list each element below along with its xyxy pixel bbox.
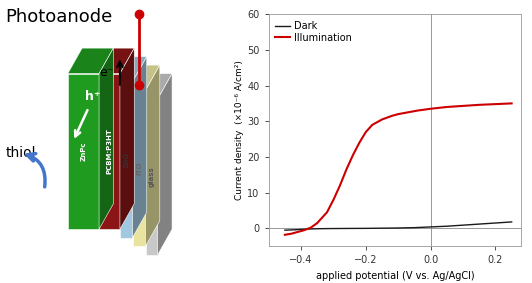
Polygon shape bbox=[99, 74, 120, 229]
Illumination bbox=[337, 184, 343, 187]
Text: ZnO: ZnO bbox=[123, 152, 129, 168]
Polygon shape bbox=[68, 74, 99, 229]
Dark bbox=[427, 225, 434, 229]
Dark bbox=[476, 222, 483, 226]
Dark bbox=[492, 221, 498, 225]
Polygon shape bbox=[120, 57, 147, 82]
Dark bbox=[330, 227, 337, 230]
Illumination bbox=[307, 226, 314, 229]
Text: glass: glass bbox=[149, 166, 155, 187]
Illumination bbox=[388, 114, 395, 118]
Dark bbox=[298, 228, 304, 231]
Text: thiol: thiol bbox=[5, 146, 36, 160]
Dark bbox=[509, 220, 515, 224]
Polygon shape bbox=[99, 48, 134, 74]
Illumination bbox=[324, 211, 330, 214]
Illumination bbox=[379, 118, 385, 121]
Illumination bbox=[444, 105, 450, 109]
Polygon shape bbox=[146, 99, 157, 255]
Illumination bbox=[314, 221, 320, 225]
Dark bbox=[346, 227, 353, 230]
Illumination bbox=[509, 102, 515, 105]
Polygon shape bbox=[120, 82, 132, 238]
Y-axis label: Current density  (×10⁻⁶ A/cm²): Current density (×10⁻⁶ A/cm²) bbox=[236, 60, 245, 200]
Dark bbox=[292, 228, 298, 231]
Polygon shape bbox=[132, 57, 147, 238]
X-axis label: applied potential (V vs. Ag/AgCl): applied potential (V vs. Ag/AgCl) bbox=[315, 271, 475, 281]
Polygon shape bbox=[145, 65, 160, 246]
Dark bbox=[363, 227, 369, 230]
Dark bbox=[379, 226, 385, 230]
Dark bbox=[444, 224, 450, 228]
Polygon shape bbox=[133, 91, 145, 246]
Illumination bbox=[395, 112, 402, 116]
Text: ITO: ITO bbox=[136, 162, 142, 175]
Illumination bbox=[363, 130, 369, 134]
Line: Illumination: Illumination bbox=[285, 103, 512, 235]
Polygon shape bbox=[146, 74, 172, 99]
Illumination bbox=[405, 111, 411, 114]
Text: Photoanode: Photoanode bbox=[5, 8, 112, 27]
Illumination bbox=[460, 104, 466, 108]
Text: ZnPc: ZnPc bbox=[80, 142, 86, 161]
Illumination bbox=[414, 109, 421, 112]
Illumination bbox=[295, 230, 301, 234]
Legend: Dark, Illumination: Dark, Illumination bbox=[273, 19, 354, 45]
Illumination bbox=[288, 232, 295, 235]
Dark bbox=[304, 227, 311, 231]
Text: h⁺: h⁺ bbox=[85, 90, 101, 103]
Polygon shape bbox=[157, 74, 172, 255]
Illumination bbox=[350, 153, 356, 157]
Illumination bbox=[427, 107, 434, 110]
Dark bbox=[395, 226, 402, 230]
Illumination bbox=[476, 103, 483, 106]
Polygon shape bbox=[120, 48, 134, 229]
Illumination bbox=[330, 198, 337, 201]
Dark bbox=[314, 227, 320, 230]
Line: Dark: Dark bbox=[285, 222, 512, 230]
FancyArrowPatch shape bbox=[27, 154, 45, 187]
Illumination bbox=[356, 141, 363, 144]
Illumination bbox=[492, 102, 498, 106]
Illumination bbox=[281, 233, 288, 237]
Illumination bbox=[301, 228, 307, 232]
Dark bbox=[411, 226, 418, 229]
Illumination bbox=[343, 168, 350, 171]
Text: e⁻: e⁻ bbox=[99, 66, 114, 79]
Text: PCBM:P3HT: PCBM:P3HT bbox=[106, 128, 112, 174]
Polygon shape bbox=[133, 65, 160, 91]
Illumination bbox=[369, 123, 376, 127]
Dark bbox=[281, 228, 288, 232]
Polygon shape bbox=[68, 48, 113, 74]
Polygon shape bbox=[99, 48, 113, 229]
Dark bbox=[460, 224, 466, 227]
